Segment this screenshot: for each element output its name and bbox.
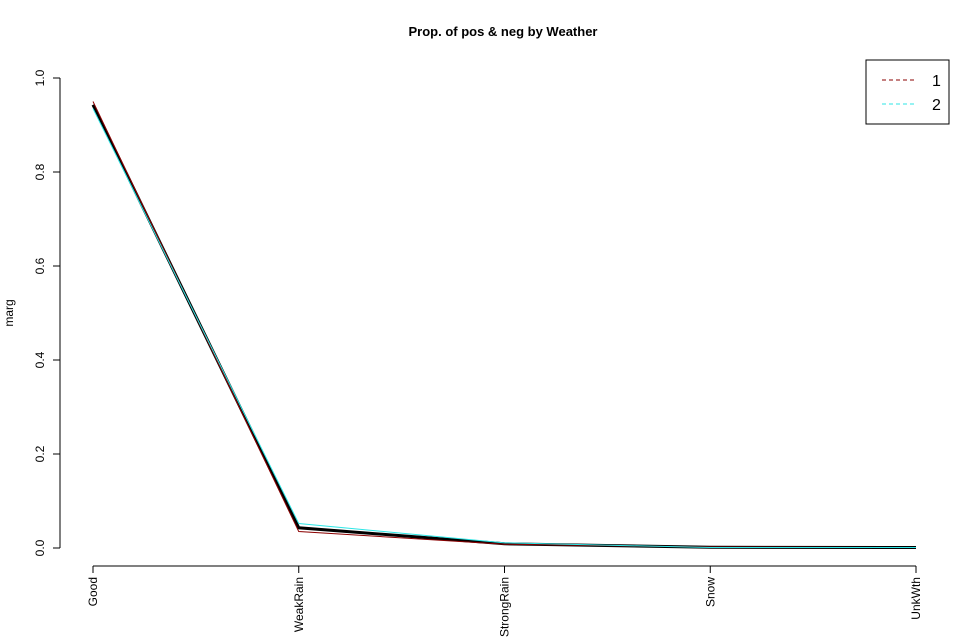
y-tick-label: 0.4 (33, 351, 47, 368)
y-tick-label: 0.6 (33, 257, 47, 274)
y-tick-label: 0.2 (33, 445, 47, 462)
overall-line (91, 104, 917, 550)
x-tick-label: Good (86, 577, 100, 606)
legend-label-2: 2 (932, 97, 941, 114)
chart-title: Prop. of pos & neg by Weather (408, 24, 597, 39)
axes: 0.0 0.2 0.4 0.6 0.8 1.0 marg Good WeakRain Strong… (2, 69, 923, 637)
legend-box (865, 59, 950, 125)
y-tick-label: 0.8 (33, 163, 47, 180)
series-line-2 (92, 108, 916, 549)
y-tick-label: 1.0 (33, 69, 47, 86)
x-tick-label: UnkWth (909, 577, 923, 620)
series-lines (91, 101, 917, 550)
x-tick-label: StrongRain (498, 577, 512, 637)
x-tick-label: Snow (703, 577, 717, 607)
x-tick-label: WeakRain (292, 577, 306, 632)
legend-label-1: 1 (932, 73, 941, 90)
y-axis-label: marg (2, 299, 16, 326)
series-line-1 (92, 101, 917, 549)
y-tick-label: 0.0 (33, 539, 47, 556)
legend: 12 (865, 59, 950, 125)
